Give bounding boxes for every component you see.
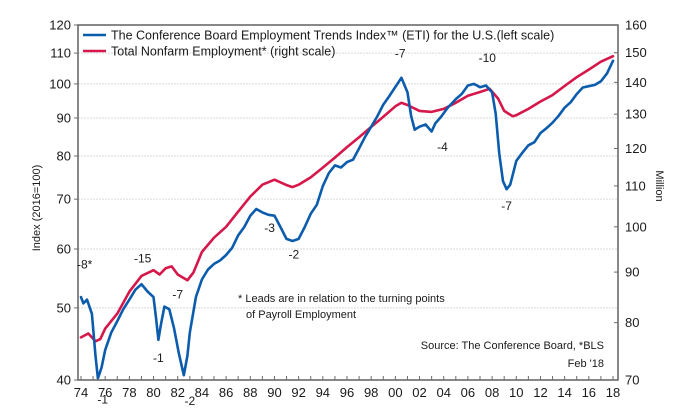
right-tick-label: 160 [625, 18, 647, 33]
legend-label-eti: The Conference Board Employment Trends I… [111, 29, 554, 43]
x-tick-label: 94 [316, 385, 330, 400]
legend-label-payroll: Total Nonfarm Employment* (right scale) [111, 45, 335, 59]
right-axis: 70 80 90 100 110 120 130 140 150 160 [614, 18, 647, 388]
x-tick-label: 00 [388, 385, 402, 400]
right-tick-label: 140 [625, 75, 647, 90]
x-tick-label: 76 [98, 385, 112, 400]
lead-annotation: -15 [134, 252, 152, 266]
date-label: Feb '18 [568, 358, 604, 370]
left-tick-label: 80 [57, 149, 71, 164]
left-tick-label: 70 [57, 192, 71, 207]
x-tick-label: 16 [582, 385, 596, 400]
x-tick-label: 78 [122, 385, 136, 400]
x-tick-label: 98 [364, 385, 378, 400]
x-tick-label: 92 [291, 385, 305, 400]
right-tick-label: 130 [625, 107, 647, 122]
left-tick-label: 120 [49, 18, 71, 33]
x-tick-label: 90 [267, 385, 281, 400]
lead-annotation: -1 [97, 392, 108, 406]
x-tick-label: 80 [146, 385, 160, 400]
right-axis-title: Million [653, 170, 665, 201]
x-tick-label: 96 [340, 385, 354, 400]
lead-annotation: -10 [479, 51, 497, 65]
lead-annotation: -7 [172, 287, 183, 301]
series-layer [79, 54, 615, 380]
footnote-line-1: * Leads are in relation to the turning p… [238, 293, 445, 305]
lead-annotation: -3 [264, 221, 275, 235]
right-tick-label: 90 [625, 265, 639, 280]
left-axis-title: Index (2016=100) [31, 165, 43, 252]
x-tick-label: 14 [557, 385, 571, 400]
x-tick-label: 12 [533, 385, 547, 400]
left-tick-label: 90 [57, 110, 71, 125]
left-tick-label: 100 [49, 76, 71, 91]
right-tick-label: 70 [625, 373, 639, 388]
left-tick-label: 50 [57, 300, 71, 315]
left-axis: 40 50 60 70 80 90 100 110 120 [49, 18, 78, 388]
gridlines [78, 52, 618, 309]
lead-annotation: -7 [501, 199, 512, 213]
right-tick-label: 100 [625, 219, 647, 234]
lead-annotation: -4 [437, 140, 448, 154]
x-tick-label: 82 [170, 385, 184, 400]
x-tick-label: 06 [461, 385, 475, 400]
left-tick-label: 60 [57, 241, 71, 256]
source-note: Source: The Conference Board, *BLS [421, 340, 604, 352]
x-tick-label: 74 [74, 385, 88, 400]
x-tick-label: 84 [195, 385, 209, 400]
right-tick-label: 120 [625, 141, 647, 156]
annotations: -8* -1 -15 -1 -7 -2 -3 -2 -7 -4 -10 -7 [77, 47, 512, 409]
x-tick-label: 18 [606, 385, 620, 400]
lead-annotation: -7 [395, 47, 406, 61]
lead-annotation: -1 [153, 351, 164, 365]
x-tick-label: 04 [436, 385, 450, 400]
x-tick-label: 86 [219, 385, 233, 400]
right-tick-label: 80 [625, 315, 639, 330]
lead-annotation: -2 [184, 394, 195, 408]
lead-annotation: -2 [288, 247, 299, 261]
plot-frame [77, 24, 619, 381]
right-tick-label: 150 [625, 45, 647, 60]
right-tick-label: 110 [625, 178, 646, 193]
x-tick-label: 08 [485, 385, 499, 400]
legend: The Conference Board Employment Trends I… [83, 29, 554, 59]
left-tick-label: 110 [50, 46, 71, 61]
payroll-line [79, 54, 615, 343]
x-tick-label: 88 [243, 385, 257, 400]
footnote-line-2: of Payroll Employment [246, 309, 356, 321]
left-tick-label: 40 [57, 373, 71, 388]
lead-annotation: -8* [77, 257, 93, 271]
eti-line [79, 59, 615, 380]
x-axis: 74 76 78 80 82 84 86 88 90 92 94 96 98 00 02 04 06 08 10 12… [74, 376, 620, 400]
x-tick-label: 02 [412, 385, 426, 400]
x-tick-label: 10 [509, 385, 523, 400]
